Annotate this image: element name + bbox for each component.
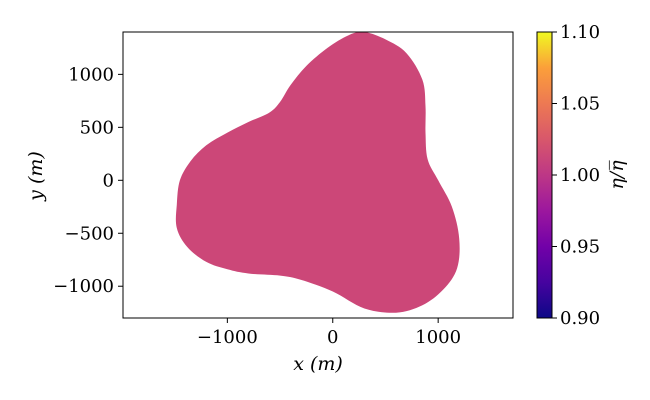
x-axis-label-text: x (m) bbox=[293, 353, 343, 375]
colorbar-label-text: η/η̅ bbox=[606, 160, 628, 190]
x-tick-label: 0 bbox=[327, 327, 338, 348]
x-axis-ticks: −1000 0 1000 bbox=[197, 318, 461, 348]
colorbar-ticks: 1.10 1.05 1.00 0.95 0.90 bbox=[552, 22, 600, 329]
field-region bbox=[175, 32, 460, 313]
y-tick-label: 0 bbox=[103, 170, 114, 191]
colorbar-tick-label: 0.90 bbox=[560, 308, 600, 329]
y-tick-label: −500 bbox=[65, 223, 114, 244]
colorbar-tick-label: 1.00 bbox=[560, 165, 600, 186]
plot-area bbox=[175, 32, 460, 313]
colorbar-tick-label: 1.10 bbox=[560, 22, 600, 43]
colorbar-tick-label: 1.05 bbox=[560, 94, 600, 115]
y-tick-label: −1000 bbox=[53, 276, 114, 297]
y-tick-label: 1000 bbox=[68, 64, 114, 85]
x-axis-label: x (m) bbox=[293, 353, 343, 375]
x-tick-label: 1000 bbox=[415, 327, 461, 348]
plot-frame bbox=[122, 31, 514, 319]
colorbar-tick-label: 0.95 bbox=[560, 237, 600, 258]
y-axis-label: y (m) bbox=[25, 151, 47, 202]
colorbar bbox=[536, 31, 553, 319]
y-axis-ticks: 1000 500 0 −500 −1000 bbox=[53, 64, 123, 297]
x-tick-label: −1000 bbox=[197, 327, 258, 348]
y-axis-label-text: y (m) bbox=[25, 151, 47, 202]
y-tick-label: 500 bbox=[80, 117, 114, 138]
colorbar-label: η/η̅ bbox=[606, 160, 628, 190]
